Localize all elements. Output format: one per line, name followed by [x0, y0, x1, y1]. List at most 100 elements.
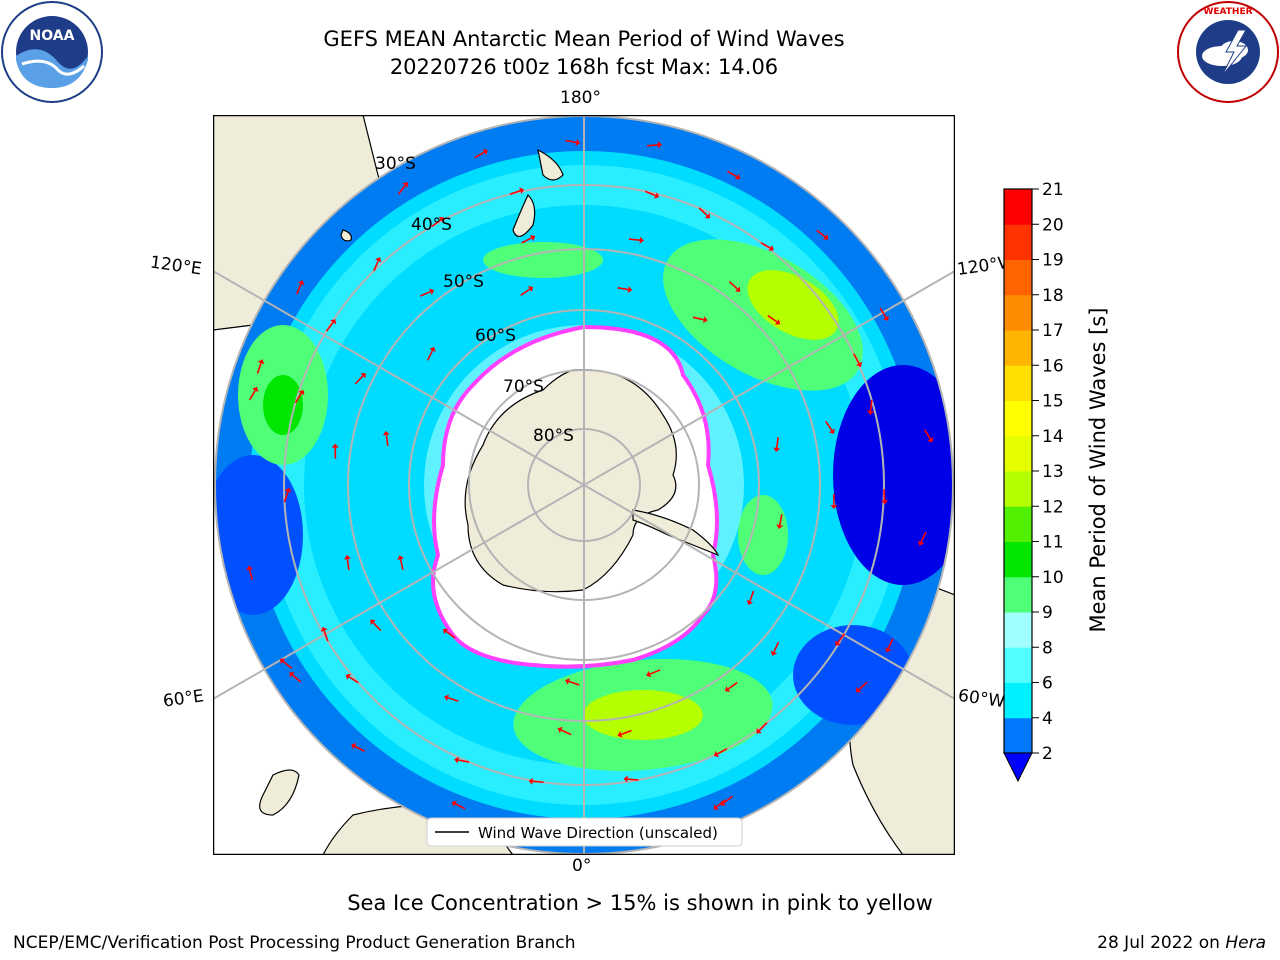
lat-label-70s: 70°S — [503, 377, 544, 397]
wind-arrow — [454, 803, 466, 810]
wind-arrow — [426, 350, 434, 361]
wind-arrow — [727, 170, 738, 178]
wind-arrow-head — [704, 213, 711, 219]
wind-arrow-head — [713, 750, 720, 758]
wind-arrow-head — [289, 672, 295, 678]
wind-arrow — [568, 680, 580, 686]
colorbar-tick-label: 15 — [1042, 392, 1064, 412]
wind-arrow-head — [565, 678, 570, 685]
wind-arrow-head — [735, 173, 741, 180]
wind-arrow-head — [402, 182, 409, 188]
wind-arrow — [458, 759, 470, 763]
wind-arrow — [767, 314, 778, 323]
wind-arrow — [346, 558, 350, 571]
colorbar-tick-label: 8 — [1042, 638, 1053, 658]
colorbar-tick-label: 14 — [1042, 427, 1064, 447]
footer-date: 28 Jul 2022 on Hera — [1097, 933, 1266, 953]
chart-subtitle: 20220726 t00z 168h fcst Max: 14.06 — [389, 55, 779, 79]
wind-arrow — [628, 238, 641, 241]
wind-arrow-head — [773, 447, 781, 452]
wind-arrow — [474, 151, 485, 159]
wind-arrow-head — [345, 673, 351, 680]
wind-arrow-head — [454, 756, 459, 764]
wind-arrow-head — [527, 286, 534, 293]
noaa-logo: NOAA — [1, 1, 103, 103]
wind-arrow-head — [646, 670, 652, 678]
wind-arrow — [385, 434, 389, 446]
wind-arrow — [692, 316, 704, 321]
wind-arrow — [256, 362, 262, 374]
wind-arrow-head — [623, 775, 628, 783]
wind-arrow-head — [830, 505, 838, 510]
wind-arrow — [778, 514, 783, 526]
landmass-new-zealand — [512, 148, 564, 237]
colorbar-bin — [1004, 682, 1032, 719]
wind-arrow-head — [351, 743, 357, 750]
wind-arrow — [291, 674, 302, 683]
wind-arrow — [532, 780, 544, 784]
lon-label-180: 180° — [560, 88, 601, 108]
map-legend: Wind Wave Direction (unscaled) — [426, 817, 743, 847]
wind-arrow — [445, 630, 456, 639]
colorbar-tick-label: 19 — [1042, 251, 1064, 271]
wind-arrow-head — [617, 731, 623, 738]
wind-arrow — [521, 237, 532, 244]
wind-arrow — [560, 729, 572, 736]
lat-label-80s: 80°S — [533, 426, 574, 446]
wind-arrow — [775, 436, 779, 449]
wind-arrow — [825, 420, 833, 431]
wind-arrow — [727, 681, 738, 690]
colorbar: 2 4 6 8 9 10 11 12 13 14 15 16 17 18 19 20 21 — [1003, 180, 1064, 783]
wind-arrow — [323, 630, 329, 642]
lat-label-30s: 30°S — [375, 154, 416, 174]
lon-label-60e: 60°E — [161, 686, 206, 712]
wind-arrow-head — [438, 216, 445, 223]
svg-text:WEATHER: WEATHER — [1203, 7, 1252, 17]
wind-arrow-head — [530, 234, 536, 242]
wind-arrow-head — [284, 487, 292, 493]
colorbar-bin — [1004, 294, 1032, 331]
colorbar-bin — [1004, 330, 1032, 366]
colorbar-bin — [1004, 365, 1032, 401]
colorbar-bin — [1004, 435, 1032, 472]
wind-arrow — [282, 660, 293, 669]
wind-arrow-head — [774, 318, 781, 325]
wind-arrow-head — [343, 555, 351, 560]
wind-arrow — [397, 184, 406, 195]
wind-arrow-head — [867, 410, 875, 415]
colorbar-tick-label: 20 — [1042, 215, 1064, 235]
wind-arrow-head — [397, 555, 404, 560]
wind-arrow-head — [855, 686, 862, 693]
colorbar-under-triangle — [1003, 752, 1033, 783]
wind-arrow — [420, 290, 431, 297]
colorbar-bin — [1004, 647, 1032, 683]
wind-arrow — [646, 144, 659, 147]
wind-arrow-head — [927, 437, 934, 443]
footer-host: Hera — [1225, 933, 1266, 953]
wind-arrow — [372, 621, 382, 632]
wind-arrow — [283, 491, 289, 503]
colorbar-tick-label: 16 — [1042, 356, 1064, 376]
wind-arrow-head — [429, 288, 435, 295]
wind-arrow-head — [360, 372, 366, 379]
wind-arrow-head — [855, 361, 863, 367]
wind-arrow — [294, 392, 303, 404]
colorbar-tick-label: 6 — [1042, 674, 1053, 694]
wind-arrow-head — [375, 257, 382, 263]
wind-arrow — [295, 283, 302, 295]
wind-arrow-head — [557, 726, 563, 734]
colorbar-tick-label: 17 — [1042, 321, 1064, 341]
chart-title: GEFS MEAN Antarctic Mean Period of Wind … — [323, 27, 845, 51]
colorbar-tick-label: 11 — [1042, 533, 1064, 553]
lon-label-120e: 120°E — [148, 252, 203, 280]
wind-arrow — [858, 681, 868, 691]
wind-direction-arrows — [246, 139, 934, 810]
caption: Sea Ice Concentration > 15% is shown in … — [347, 891, 933, 915]
wind-arrow-head — [654, 192, 660, 199]
wind-arrow-head — [756, 728, 762, 734]
wind-arrow-head — [746, 600, 754, 606]
colorbar-tick-label: 9 — [1042, 603, 1053, 623]
wind-arrow — [644, 190, 656, 197]
legend-label: Wind Wave Direction (unscaled) — [478, 824, 718, 842]
colorbar-tick-label: 21 — [1042, 180, 1064, 200]
